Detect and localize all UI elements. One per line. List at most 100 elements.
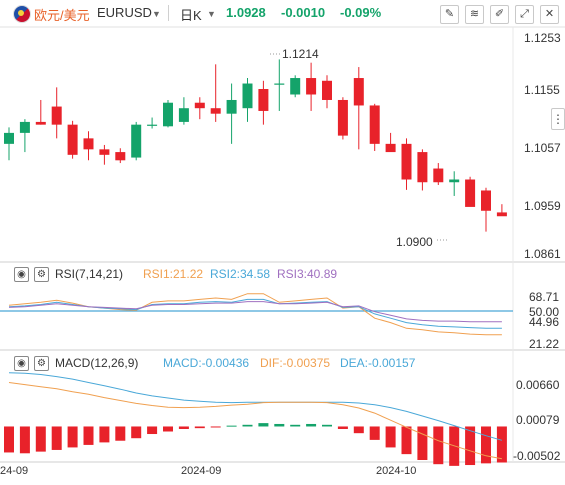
low-label: 1.0900 <box>396 235 433 249</box>
gear-icon[interactable]: ⚙ <box>34 356 49 371</box>
draw-icon[interactable]: ✎ <box>440 5 459 24</box>
candle-body <box>226 99 237 114</box>
macd-bar <box>226 425 237 427</box>
y-axis-label: 1.1253 <box>524 31 561 45</box>
macd-bar <box>178 426 189 429</box>
candle-body <box>4 132 14 144</box>
macd-axis-label: -0.00502 <box>513 449 561 463</box>
macd-name: MACD(12,26,9) <box>55 356 139 370</box>
candle-body <box>433 168 444 183</box>
macd-bar <box>258 423 269 427</box>
candle-body <box>115 152 126 161</box>
divider <box>168 5 169 21</box>
high-label: 1.1214 <box>282 47 319 61</box>
macd-bar <box>385 426 396 448</box>
rsi2-value: RSI2:34.58 <box>210 267 271 281</box>
brush-icon[interactable]: ✐ <box>490 5 509 24</box>
x-axis-label: 2024-10 <box>376 465 417 477</box>
candle-body <box>163 102 173 127</box>
x-axis-label: 24-09 <box>0 465 29 477</box>
candle-body <box>465 179 476 207</box>
candle-body <box>449 179 460 183</box>
candle-body <box>51 106 62 125</box>
gear-icon[interactable]: ⚙ <box>34 267 49 282</box>
macd-bar <box>4 426 14 453</box>
candle-body <box>19 121 30 133</box>
dif-line <box>8 382 502 460</box>
macd-bar <box>401 426 412 455</box>
macd-bar <box>433 426 444 465</box>
macd-bar <box>163 426 173 432</box>
macd-bar <box>115 426 126 441</box>
indicator-icon[interactable]: ≋ <box>465 5 484 24</box>
macd-bar <box>35 426 46 452</box>
macd-value: MACD:-0.00436 <box>163 356 250 370</box>
macd-bar <box>496 426 507 463</box>
candle-body <box>194 102 205 109</box>
pair-dropdown-caret-icon[interactable]: ▼ <box>152 9 161 19</box>
macd-bar <box>242 424 253 427</box>
candle-body <box>496 212 507 217</box>
price-change: -0.0010 <box>281 5 326 20</box>
eye-icon[interactable]: ◉ <box>14 267 29 282</box>
dea-line <box>8 372 503 441</box>
macd-bar <box>131 426 142 439</box>
last-price: 1.0928 <box>226 5 266 20</box>
candle-body <box>35 121 46 125</box>
rsi-axis-label: 50.00 <box>529 305 560 319</box>
candle-body <box>290 78 301 95</box>
rsi-line-rsi3 <box>8 301 502 323</box>
pair-name-cn[interactable]: 欧元/美元 <box>34 8 90 23</box>
macd-bar <box>194 426 205 429</box>
candle-body <box>306 78 317 95</box>
candle-body <box>369 105 380 144</box>
candle-body <box>481 190 491 211</box>
macd-axis-label: 0.00660 <box>516 378 560 392</box>
candle-body <box>353 78 364 106</box>
candle-body <box>210 108 221 114</box>
period-dropdown-caret-icon[interactable]: ▼ <box>207 9 216 19</box>
y-axis-label: 1.0959 <box>524 199 561 213</box>
candle-body <box>417 152 428 183</box>
macd-bar <box>51 426 62 450</box>
candle-body <box>322 80 332 100</box>
rsi-axis-label: 21.22 <box>529 337 560 351</box>
y-axis-label: 1.1155 <box>524 83 560 97</box>
close-icon[interactable]: ✕ <box>540 5 559 24</box>
y-axis-label: 1.1057 <box>524 141 561 155</box>
period-selector[interactable]: 日K <box>180 8 202 23</box>
macd-bar <box>147 426 158 435</box>
rsi-series <box>8 293 502 336</box>
rsi1-value: RSI1:21.22 <box>143 267 204 281</box>
dea-value: DEA:-0.00157 <box>340 356 416 370</box>
macd-bar <box>99 426 110 443</box>
candlestick-series <box>4 59 507 232</box>
candle-body <box>131 124 142 158</box>
candle-body <box>147 124 158 126</box>
macd-bar <box>274 423 285 427</box>
candle-body <box>274 83 285 85</box>
toolbar: 欧元/美元 EURUSD ▼ 日K ▼ 1.0928 -0.0010 -0.09… <box>0 0 565 26</box>
rsi-axis-label: 44.96 <box>529 315 560 329</box>
price-change-pct: -0.09% <box>340 5 382 20</box>
candle-body <box>337 99 348 136</box>
rsi-name: RSI(7,14,21) <box>55 267 124 281</box>
macd-bar <box>417 426 428 460</box>
candle-body <box>258 89 269 111</box>
pair-code[interactable]: EURUSD <box>97 5 152 20</box>
y-axis-label: 1.0861 <box>524 247 561 261</box>
side-panel-toggle-icon[interactable]: ⋮ <box>551 108 565 130</box>
candle-body <box>67 124 78 155</box>
fullscreen-icon[interactable]: ⤢ <box>515 5 534 24</box>
macd-bar <box>322 424 332 427</box>
macd-bar <box>210 426 221 428</box>
candle-body <box>83 138 94 150</box>
candle-body <box>385 143 396 153</box>
macd-bar <box>67 426 78 448</box>
dif-value: DIF:-0.00375 <box>260 356 331 370</box>
macd-bar <box>337 426 348 429</box>
macd-bar <box>465 426 476 466</box>
eye-icon[interactable]: ◉ <box>14 356 29 371</box>
macd-bar <box>369 426 380 440</box>
